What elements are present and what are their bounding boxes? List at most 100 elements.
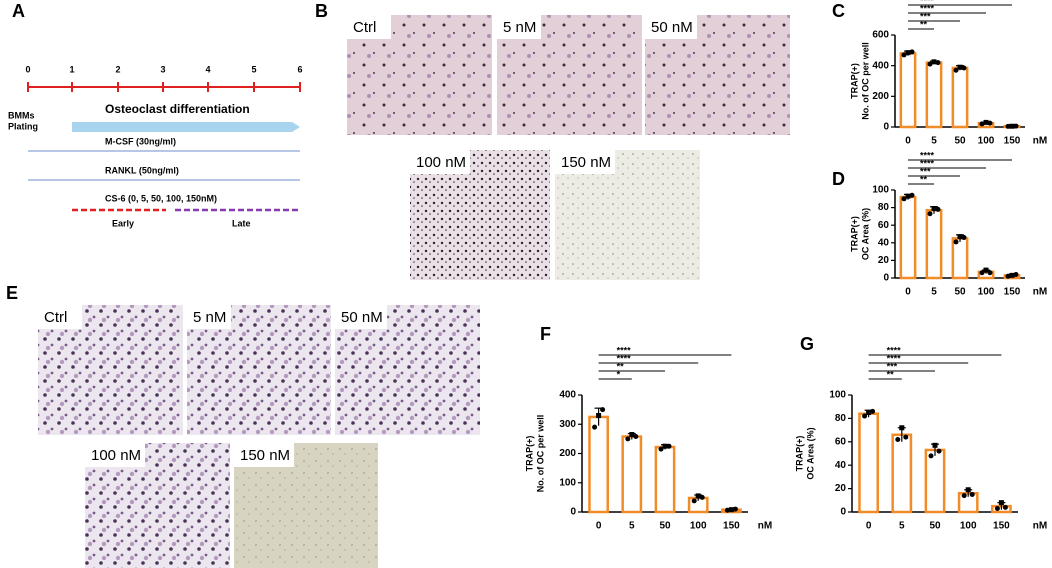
y-tick-label: 600 [872,30,889,41]
x-tick-label: 150 [1004,136,1021,147]
significance-label: **** [920,158,935,168]
bar [951,66,969,129]
bar [621,435,643,514]
data-point [596,412,602,418]
data-point [905,193,911,199]
data-point [1009,123,1015,129]
significance-label: **** [920,0,935,5]
y-tick-label: 20 [878,255,890,266]
x-tick-label: 50 [659,521,671,532]
bar [588,415,609,514]
label-box [38,305,82,329]
x-tick-label: 150 [723,521,740,532]
significance-label: *** [887,361,898,371]
y-axis-label: TRAP(+) [849,216,859,252]
significance-label: **** [920,3,935,13]
data-point [1009,272,1015,278]
phase-label: Osteoclast differentiation [105,102,250,116]
y-tick-label: 80 [878,202,890,213]
data-point [724,507,730,513]
data-point [629,431,635,437]
y-tick-label: 0 [883,122,889,133]
data-point [909,49,915,55]
data-point [931,59,937,65]
image-label: 50 nM [341,309,383,326]
data-point [600,407,606,413]
treatment: CS-6 (0, 5, 50, 100, 150nM) [105,193,217,203]
significance-label: ** [920,174,928,184]
y-tick-label: 60 [835,436,847,447]
significance-label: **** [887,345,902,355]
panel-label: G [800,334,814,354]
x-tick-label: 0 [596,521,602,532]
bar [899,52,917,129]
bar [924,448,946,514]
phase-arrow [72,122,300,132]
bar [951,237,969,280]
day-label: 2 [115,64,120,74]
data-point [935,206,941,212]
day-label: 5 [251,64,256,74]
data-point [691,498,697,504]
image-label: Ctrl [353,19,376,36]
start-label: BMMs [8,110,35,120]
image-label: 100 nM [416,154,466,171]
data-point [961,235,967,241]
y-tick-label: 400 [872,60,889,71]
panel-label: B [315,1,328,21]
y-tick-label: 0 [840,507,846,518]
significance-label: *** [920,11,931,21]
data-point [862,413,868,419]
y-tick-label: 80 [835,413,847,424]
data-point [957,234,963,240]
image-label: 5 nM [503,19,536,36]
label-box [497,15,541,39]
data-point [866,410,872,416]
y-tick-label: 100 [829,390,846,401]
x-tick-label: 150 [1004,287,1021,298]
significance-label: * [617,369,621,379]
significance-label: ** [617,361,625,371]
data-point [927,211,933,217]
data-point [961,493,967,499]
data-point [901,196,907,202]
label-box [555,150,615,174]
data-point [625,436,631,442]
x-tick-label: 100 [690,521,707,532]
bar [654,445,676,514]
label-box [335,305,387,329]
data-point [1013,271,1019,277]
day-label: 0 [25,64,30,74]
bar [899,195,917,280]
data-point [1002,504,1008,510]
data-point [928,453,934,459]
data-point [695,493,701,499]
data-point [936,448,942,454]
x-tick-label: 100 [960,521,977,532]
label-box [347,15,391,39]
significance-label: **** [617,345,632,355]
data-point [592,424,598,430]
y-axis-label: OC Area (%) [805,427,815,479]
image-label: 100 nM [91,447,141,464]
x-tick-label: 0 [905,136,911,147]
y-axis-label: OC Area (%) [860,208,870,260]
early-label: Early [112,218,134,228]
image-label: Ctrl [44,309,67,326]
x-tick-label: 5 [931,136,937,147]
significance-label: ** [920,19,928,29]
label-box [410,150,470,174]
data-point [905,50,911,56]
y-axis-label: TRAP(+) [849,63,859,99]
x-tick-label: 0 [905,287,911,298]
treatment: RANKL (50ng/ml) [105,165,179,175]
x-tick-label: 150 [993,521,1010,532]
data-point [732,506,738,512]
label-box [187,305,231,329]
y-axis-label: TRAP(+) [794,436,804,472]
data-point [983,119,989,125]
y-tick-label: 200 [559,448,576,459]
significance-label: **** [617,353,632,363]
data-point [899,425,905,431]
